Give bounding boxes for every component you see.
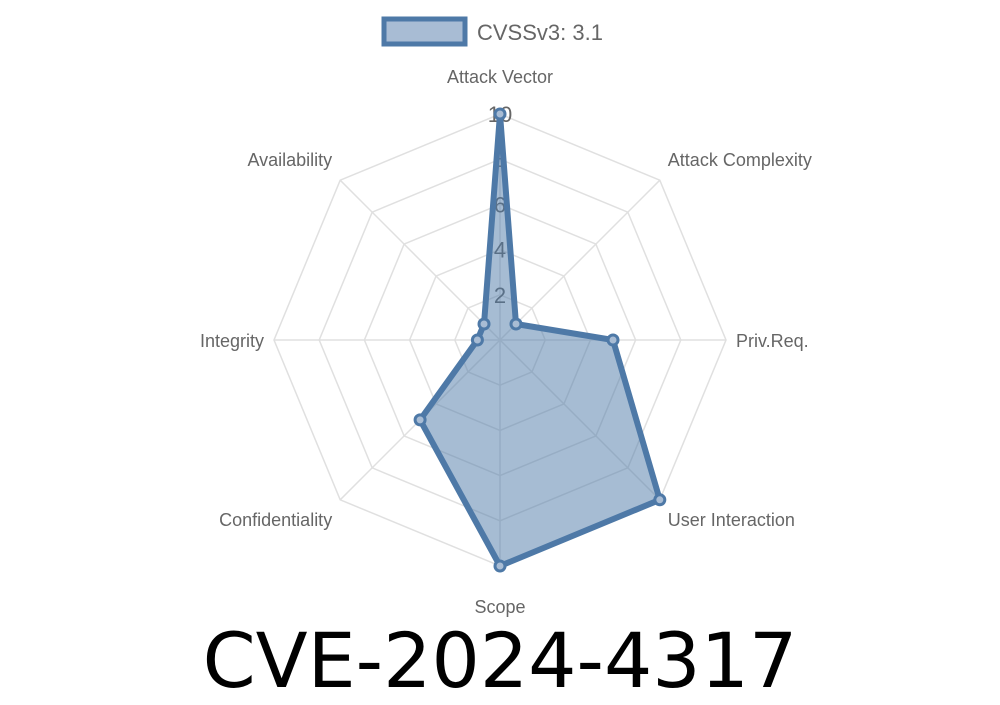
axis-label-attack-vector: Attack Vector [447,67,553,87]
grid-spoke [499,179,661,341]
data-point [493,107,507,121]
axis-label-availability: Availability [247,150,332,170]
axis-label-scope: Scope [474,597,525,617]
data-point [477,317,491,331]
legend-swatch [381,16,468,47]
data-point [470,333,484,347]
data-point [653,493,667,507]
axis-label-attack-complexity: Attack Complexity [668,150,812,170]
axis-label-user-interaction: User Interaction [668,510,795,530]
data-point [606,333,620,347]
data-point [509,317,523,331]
legend-label: CVSSv3: 3.1 [477,20,603,45]
axis-label-confidentiality: Confidentiality [219,510,332,530]
page-title: CVE-2024-4317 [202,616,798,705]
data-point [493,559,507,573]
grid-spoke [339,179,501,341]
axis-label-priv-req-: Priv.Req. [736,331,809,351]
axis-label-integrity: Integrity [200,331,264,351]
data-point [413,413,427,427]
